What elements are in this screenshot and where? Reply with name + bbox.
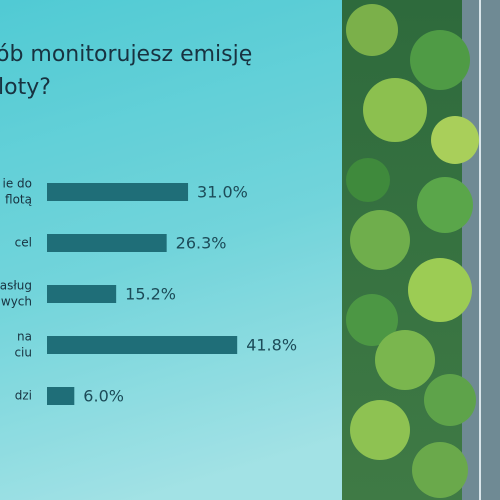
category-label: cel — [15, 236, 32, 250]
forest-image — [342, 0, 500, 500]
category-label: flotą — [5, 193, 32, 207]
bar — [47, 285, 117, 303]
category-label: ciu — [14, 346, 32, 360]
chart-title: ób monitorujesz emisję — [0, 42, 252, 67]
value-label: 15.2% — [125, 285, 176, 304]
chart-title: loty? — [0, 75, 51, 100]
value-label: 26.3% — [176, 234, 227, 253]
bar — [47, 234, 167, 252]
bar — [47, 336, 238, 354]
category-label: dzi — [15, 389, 32, 403]
bar — [47, 183, 189, 201]
category-label: ie do — [3, 177, 33, 191]
category-label: wych — [1, 295, 32, 309]
category-label: asług — [0, 279, 32, 293]
bar — [47, 387, 75, 405]
value-label: 6.0% — [83, 387, 124, 406]
value-label: 41.8% — [246, 336, 297, 355]
value-label: 31.0% — [197, 183, 248, 202]
category-label: na — [17, 330, 32, 344]
